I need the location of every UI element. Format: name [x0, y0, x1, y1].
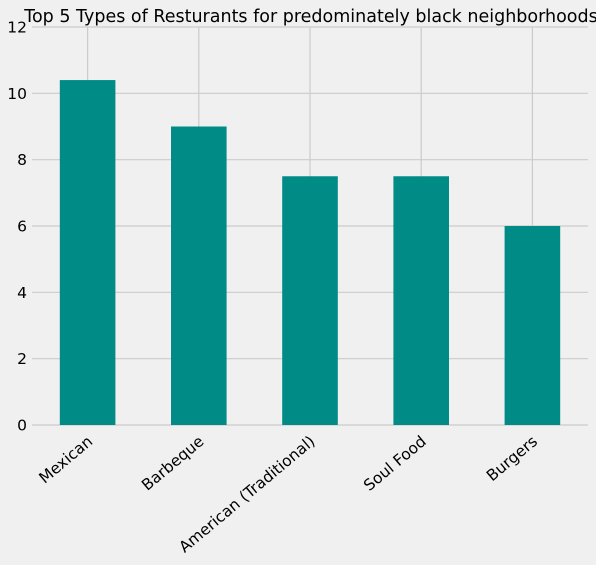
bar-4: [504, 226, 561, 425]
x-tick-label-3: Soul Food: [360, 432, 429, 494]
chart-title: Top 5 Types of Resturants for predominat…: [23, 7, 596, 27]
y-tick-label-2: 4: [17, 284, 27, 302]
bar-0: [59, 80, 116, 426]
bar-2: [282, 176, 338, 425]
bars: [59, 80, 561, 426]
y-tick-label-1: 2: [17, 350, 27, 368]
y-tick-label-3: 6: [17, 218, 27, 236]
bar-3: [393, 176, 449, 425]
y-tick-label-5: 10: [7, 85, 27, 103]
y-tick-label-4: 8: [17, 151, 27, 169]
y-axis-ticks: 0 2 4 6 8 10 12: [7, 19, 27, 435]
bar-1: [171, 126, 227, 425]
y-tick-label-0: 0: [17, 417, 27, 435]
x-tick-label-1: Barbeque: [138, 432, 207, 494]
x-tick-label-4: Burgers: [483, 432, 541, 485]
y-tick-label-6: 12: [7, 19, 27, 37]
x-tick-label-0: Mexican: [36, 432, 97, 487]
